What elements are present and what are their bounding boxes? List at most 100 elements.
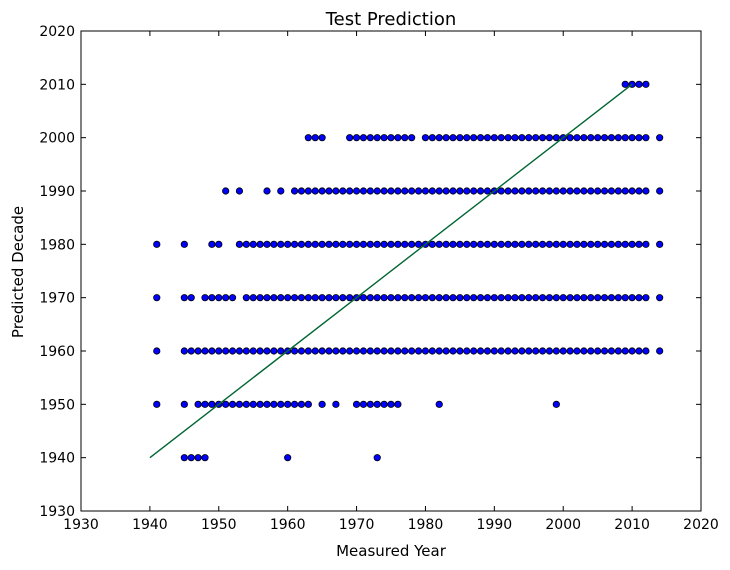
scatter-point (401, 187, 409, 195)
scatter-point (580, 240, 588, 248)
scatter-point (594, 187, 602, 195)
scatter-point (304, 294, 312, 302)
scatter-point (566, 187, 574, 195)
scatter-point (256, 400, 264, 408)
scatter-point (525, 134, 533, 142)
scatter-point (621, 134, 629, 142)
scatter-point (235, 187, 244, 195)
scatter-point (346, 294, 354, 302)
y-tick-label: 2020 (39, 24, 75, 40)
scatter-point (394, 240, 402, 248)
plot-marks (149, 80, 664, 462)
scatter-point (635, 240, 643, 248)
scatter-point (270, 294, 278, 302)
scatter-point (256, 294, 264, 302)
scatter-point (483, 134, 492, 142)
scatter-point (642, 294, 650, 302)
scatter-point (318, 294, 326, 302)
y-tick-label: 1970 (39, 291, 75, 307)
scatter-point (201, 454, 209, 462)
scatter-point (242, 347, 250, 355)
scatter-point (511, 347, 519, 355)
y-tick-label: 1930 (39, 504, 75, 520)
scatter-point (208, 400, 216, 408)
x-tick-label: 1980 (408, 517, 444, 533)
scatter-point (242, 240, 250, 248)
scatter-point (311, 134, 319, 142)
scatter-point (284, 400, 292, 408)
scatter-point (656, 294, 664, 302)
y-tick-label: 2000 (39, 131, 75, 147)
scatter-point (435, 294, 443, 302)
scatter-point (263, 347, 271, 355)
scatter-point (187, 294, 195, 302)
scatter-point (525, 187, 533, 195)
scatter-point (387, 187, 395, 195)
scatter-point (552, 134, 560, 142)
scatter-point (628, 294, 636, 302)
scatter-point (656, 187, 664, 195)
scatter-point (532, 134, 540, 142)
scatter-point (277, 400, 285, 408)
scatter-point (559, 294, 567, 302)
scatter-point (414, 187, 423, 195)
scatter-point (635, 294, 643, 302)
scatter-point (222, 400, 230, 408)
scatter-point (387, 400, 395, 408)
scatter-point (277, 240, 285, 248)
scatter-point (421, 347, 430, 355)
scatter-point (600, 240, 609, 248)
scatter-point (642, 134, 650, 142)
scatter-point (642, 240, 650, 248)
scatter-point (208, 347, 216, 355)
y-tick-label: 1990 (39, 184, 75, 200)
scatter-point (504, 294, 512, 302)
scatter-point (614, 294, 622, 302)
scatter-point (339, 294, 347, 302)
scatter-point (538, 187, 547, 195)
scatter-point (476, 240, 485, 248)
scatter-point (311, 347, 319, 355)
scatter-point (215, 294, 223, 302)
scatter-point (621, 187, 629, 195)
scatter-point (532, 347, 540, 355)
scatter-point (228, 347, 237, 355)
scatter-point (497, 347, 505, 355)
scatter-point (235, 347, 244, 355)
scatter-point (359, 400, 368, 408)
scatter-point (249, 240, 257, 248)
scatter-point (621, 240, 629, 248)
scatter-point (449, 134, 457, 142)
scatter-point (352, 187, 361, 195)
scatter-point (194, 347, 202, 355)
scatter-point (518, 134, 526, 142)
scatter-point (380, 187, 388, 195)
scatter-point (490, 240, 498, 248)
scatter-point (352, 400, 361, 408)
scatter-point (366, 294, 374, 302)
scatter-point (435, 347, 443, 355)
scatter-point (394, 134, 402, 142)
scatter-point (187, 454, 195, 462)
scatter-point (228, 294, 237, 302)
y-tick-label: 1950 (39, 397, 75, 413)
scatter-point (600, 187, 609, 195)
y-axis-label: Predicted Decade (9, 206, 27, 338)
scatter-point (607, 294, 616, 302)
scatter-point (463, 240, 471, 248)
scatter-point (614, 347, 622, 355)
scatter-point (525, 240, 533, 248)
scatter-point (463, 134, 471, 142)
scatter-point (325, 187, 333, 195)
scatter-point (428, 240, 436, 248)
scatter-point (435, 400, 443, 408)
scatter-point (428, 187, 436, 195)
scatter-point (421, 294, 430, 302)
scatter-point (476, 187, 485, 195)
plot-frame (80, 30, 702, 512)
scatter-point (222, 294, 230, 302)
scatter-point (304, 240, 312, 248)
scatter-point (449, 294, 457, 302)
x-axis-ticks: 1930 1940 1950 1960 1970 1980 1990 2000 2010 2020 (63, 31, 719, 533)
scatter-point (607, 347, 616, 355)
